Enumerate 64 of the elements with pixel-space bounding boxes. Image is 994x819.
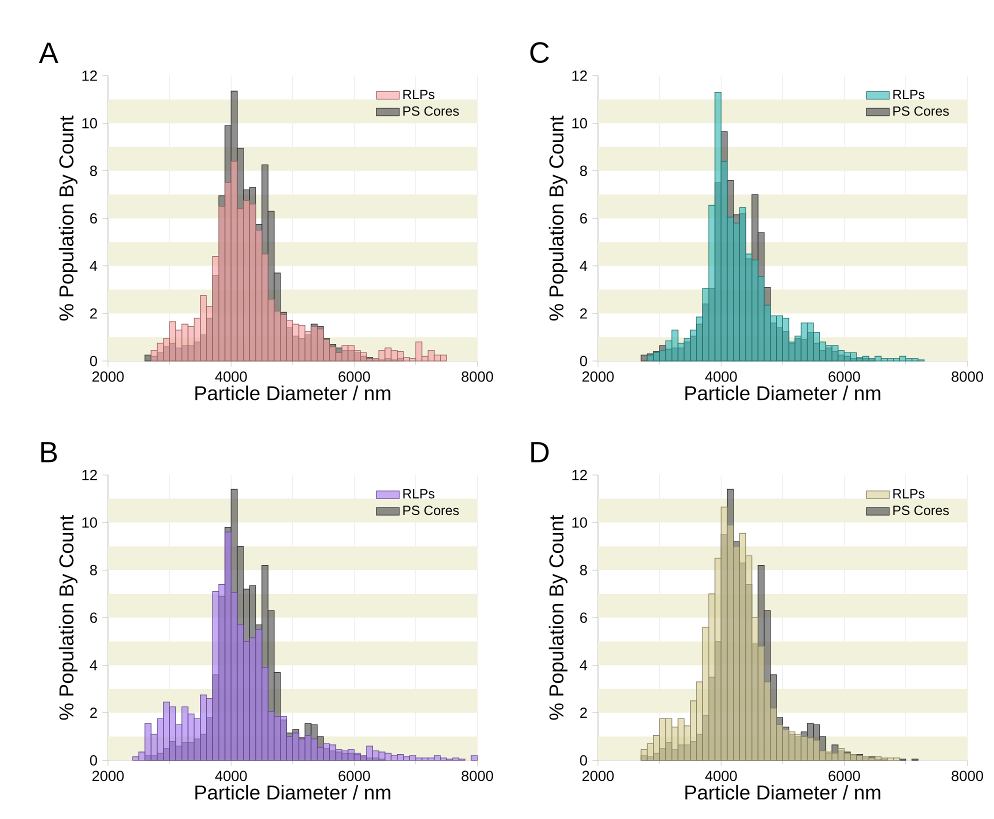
y-tick-label: 2 — [90, 708, 97, 718]
y-tick-label: 2 — [90, 308, 97, 319]
x-tick-label: 2000 — [582, 770, 614, 782]
x-tick-label: 6000 — [338, 371, 370, 382]
y-tick-label: 2 — [580, 308, 587, 319]
y-tick-label: 8 — [580, 166, 587, 176]
y-tick-label: 8 — [580, 564, 587, 576]
chart-title: D — [531, 442, 549, 462]
chart-title: B — [41, 442, 57, 462]
legend-label: RLPs — [403, 90, 434, 100]
y-tick-label: 4 — [90, 660, 98, 670]
x-axis-title: Particle Diameter / nm — [195, 784, 390, 800]
y-axis-title: % Population By Count — [548, 515, 568, 720]
y-tick-label: 0 — [580, 356, 588, 366]
legend-label: PS Cores — [403, 506, 459, 516]
x-tick-label: 6000 — [828, 371, 860, 382]
x-axis-title: Particle Diameter / nm — [195, 386, 390, 400]
y-tick-label: 6 — [580, 612, 587, 623]
x-axis-title: Particle Diameter / nm — [685, 386, 880, 400]
y-tick-label: 12 — [82, 70, 97, 81]
y-tick-label: 4 — [580, 260, 588, 271]
y-axis-title: % Population By Count — [58, 515, 78, 720]
y-tick-label: 0 — [580, 755, 588, 766]
y-tick-label: 2 — [580, 708, 587, 718]
x-tick-label: 2000 — [92, 371, 124, 382]
x-tick-label: 4000 — [705, 770, 737, 782]
legend-label: PS Cores — [893, 106, 949, 116]
x-tick-label: 8000 — [952, 371, 984, 382]
x-tick-label: 6000 — [338, 770, 370, 782]
x-tick-label: 8000 — [952, 770, 984, 782]
y-axis-title: % Population By Count — [548, 116, 568, 320]
legend-label: PS Cores — [403, 106, 459, 116]
y-tick-label: 10 — [82, 517, 98, 528]
y-tick-label: 4 — [90, 260, 98, 271]
y-tick-label: 10 — [572, 517, 588, 528]
legend-label: PS Cores — [893, 506, 949, 516]
y-tick-label: 6 — [90, 612, 97, 623]
x-tick-label: 8000 — [462, 770, 494, 782]
x-tick-label: 4000 — [215, 770, 247, 782]
y-tick-label: 0 — [90, 755, 98, 766]
y-tick-label: 12 — [572, 70, 587, 81]
y-tick-label: 6 — [580, 213, 587, 224]
x-tick-label: 2000 — [92, 770, 124, 782]
x-tick-label: 6000 — [828, 770, 860, 782]
y-tick-label: 6 — [90, 213, 97, 224]
x-axis-title: Particle Diameter / nm — [685, 784, 880, 800]
x-tick-label: 2000 — [582, 371, 614, 382]
x-tick-label: 4000 — [215, 371, 247, 382]
y-tick-label: 10 — [572, 118, 588, 128]
chart-title: C — [530, 42, 549, 63]
y-tick-label: 12 — [572, 470, 587, 480]
chart-title: A — [38, 42, 58, 63]
x-tick-label: 8000 — [462, 371, 494, 382]
y-tick-label: 10 — [82, 118, 98, 128]
y-tick-label: 8 — [90, 564, 97, 576]
y-tick-label: 12 — [82, 470, 97, 480]
y-axis-title: % Population By Count — [58, 116, 78, 320]
x-tick-label: 4000 — [705, 371, 737, 382]
legend-label: RLPs — [893, 90, 924, 100]
y-tick-label: 4 — [580, 660, 588, 670]
legend-label: RLPs — [403, 489, 434, 498]
y-tick-label: 8 — [90, 166, 97, 176]
legend-label: RLPs — [893, 489, 924, 498]
y-tick-label: 0 — [90, 356, 98, 366]
